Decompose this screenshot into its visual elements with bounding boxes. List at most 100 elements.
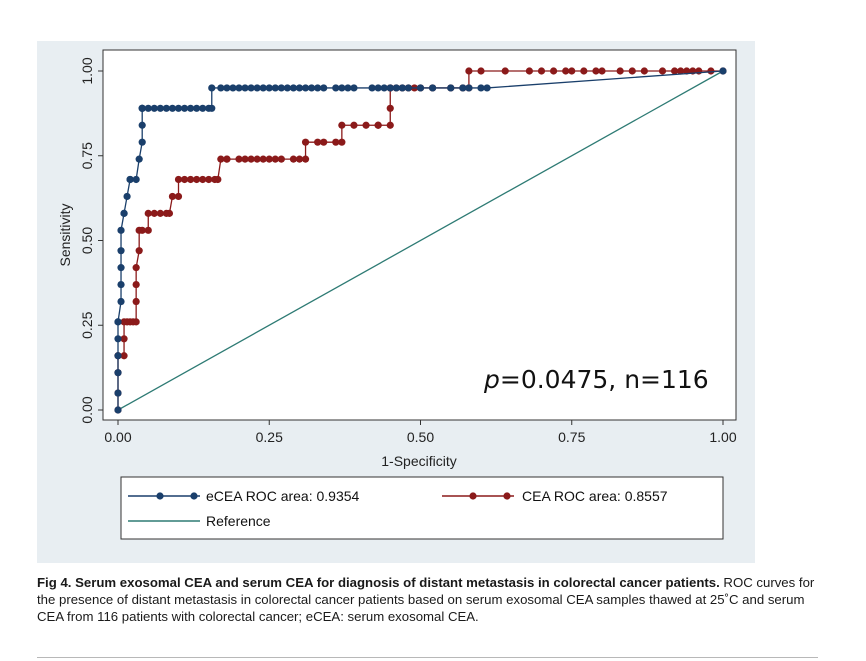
cea-point [253,155,261,163]
ecea-point [477,84,485,92]
ecea-point [344,84,352,92]
y-tick-label: 0.50 [79,227,95,254]
ecea-point [398,84,406,92]
cea-point [150,209,158,217]
ecea-point [117,247,125,255]
ecea-point [392,84,400,92]
ecea-point [123,192,131,201]
legend-ecea-marker-left [156,492,164,500]
cea-point [205,175,213,184]
cea-point [271,155,279,163]
cea-point [259,155,267,163]
ecea-point [223,84,231,92]
cea-point [199,175,207,184]
axes-frame [102,49,737,421]
ecea-point [120,209,128,217]
cea-point [598,67,606,75]
ecea-point [416,84,425,92]
ecea-point [114,389,122,397]
cea-point [187,175,195,184]
cea-point [301,155,310,163]
ecea-point [368,84,376,92]
reference-line [117,70,724,411]
cea-point [628,67,636,75]
cea-point [550,67,558,75]
cea-point [320,138,328,146]
ecea-point [208,104,216,112]
cea-point [640,67,648,75]
ecea-point [138,121,146,129]
ecea-point [235,84,243,92]
cea-point [537,67,546,75]
ecea-point [265,84,273,92]
cea-point [677,67,685,75]
ecea-point [295,84,304,92]
cea-point [120,352,128,360]
reference-series [117,70,724,411]
ecea-point [350,84,358,92]
ecea-point [386,84,394,92]
x-tick-label: 0.25 [256,429,283,445]
y-tick-label: 0.00 [79,396,95,423]
ecea-point [374,84,382,92]
cea-point [301,138,310,146]
cea-point [174,192,183,201]
y-axis-label: Sensitivity [57,203,73,266]
ecea-point [259,84,267,92]
cea-point [568,67,576,75]
ecea-point [180,104,189,112]
ecea-point [404,84,412,92]
x-tick-label: 0.00 [104,429,131,445]
ecea-point [459,84,467,92]
ecea-point [483,84,491,92]
cea-point [144,226,152,234]
ecea-point [114,352,122,360]
ecea-point [144,104,152,112]
cea-point [386,121,394,129]
ecea-point [380,84,388,92]
legend-cea-marker-left [469,492,477,500]
cea-point [338,121,346,129]
legend-ecea-marker-right [190,492,198,500]
ecea-point [447,84,455,92]
legend-item-reference: Reference [128,513,271,529]
cea-point [707,67,715,75]
ecea-point [114,318,122,326]
ecea-point [217,84,225,92]
caption-text: ROC curves for the presence of distant m… [37,575,815,624]
cea-point [562,67,570,75]
cea-point [465,67,473,75]
roc-chart-figure: 0.00 0.00 0.25 0.25 0.50 0.50 0.75 0.75 1.00 1.00… [37,41,755,563]
ecea-point [320,84,328,92]
ecea-point [168,104,177,112]
figure-caption: Fig 4. Serum exosomal CEA and serum CEA … [37,574,827,625]
legend-reference-label: Reference [206,513,271,529]
cea-point [658,67,667,75]
cea-point [165,209,174,217]
ecea-point [277,84,285,92]
y-tick-label: 0.25 [79,311,95,338]
ecea-point [114,369,122,377]
cea-point [235,155,243,163]
y-tick-label: 0.75 [79,142,95,169]
cea-point [592,67,600,75]
cea-point [295,155,304,163]
ecea-point [156,104,164,112]
cea-point [580,67,588,75]
ecea-point [117,280,125,289]
p-value-rest: =0.0475, n=116 [500,365,709,394]
ecea-point [174,104,183,112]
ecea-point [271,84,279,92]
cea-point [156,209,164,217]
cea-point [289,155,298,163]
cea-point [193,175,201,184]
cea-point [671,67,679,75]
ecea-point [114,406,122,414]
cea-point [132,318,140,326]
cea-point [138,226,146,234]
ecea-point [132,175,140,184]
cea-point [241,155,249,163]
ecea-point [719,67,727,75]
cea-point [144,209,152,217]
ecea-point [247,84,255,92]
